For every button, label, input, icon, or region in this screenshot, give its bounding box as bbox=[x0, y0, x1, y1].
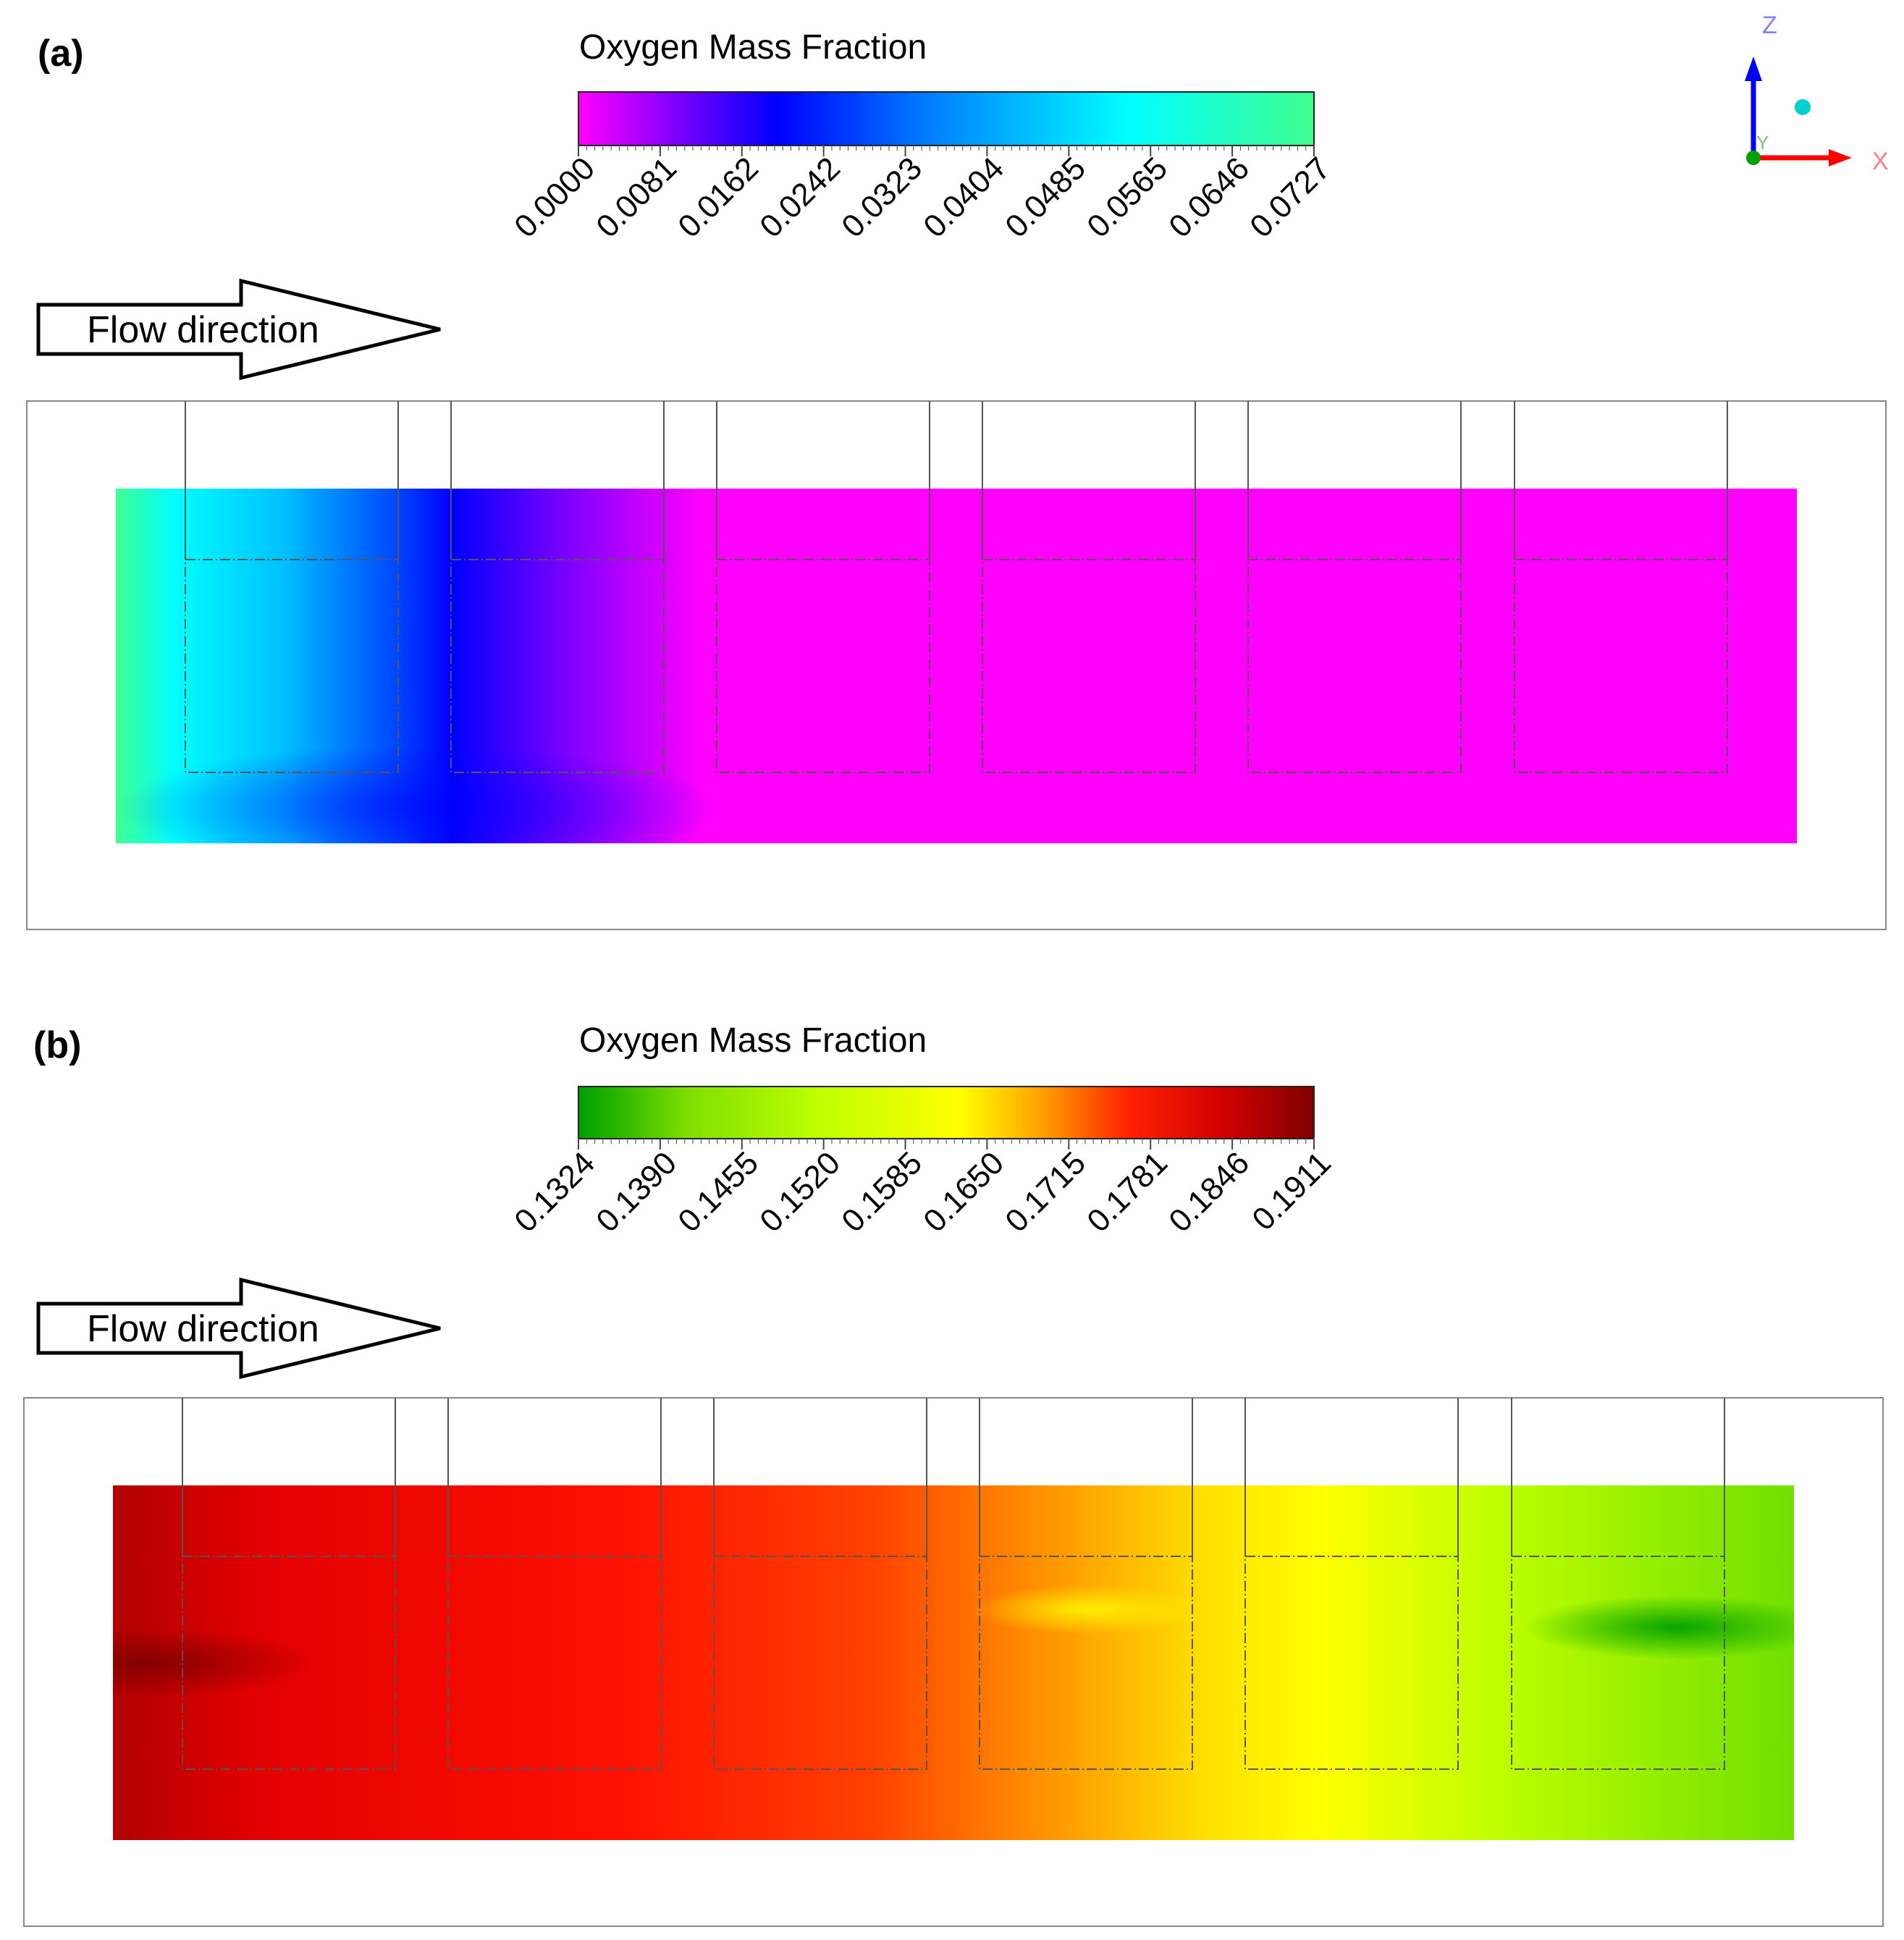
colorbar-tick-label: 0.1585 bbox=[835, 1144, 930, 1239]
cell-outline bbox=[1247, 559, 1462, 773]
cell-outline bbox=[447, 1556, 662, 1770]
axes-triad: Z X Y bbox=[1745, 12, 1889, 175]
colorbar-tick-label: 0.1911 bbox=[1245, 1144, 1338, 1238]
colorbar-tick-label: 0.1520 bbox=[753, 1144, 848, 1239]
panel-a-flow-arrow bbox=[36, 278, 441, 381]
panel-b-colorbar-ticks bbox=[578, 1138, 1315, 1150]
cell-outline bbox=[1511, 1556, 1725, 1770]
z-axis-label: Z bbox=[1762, 12, 1777, 39]
cell-outline bbox=[1514, 559, 1728, 773]
colorbar-tick-label: 0.1324 bbox=[507, 1144, 602, 1239]
panel-b-flow-label: Flow direction bbox=[87, 1308, 319, 1350]
panel-a-colorbar-ticks bbox=[578, 145, 1315, 156]
x-axis-label: X bbox=[1872, 148, 1889, 175]
panel-b-colorbar-title: Oxygen Mass Fraction bbox=[579, 1021, 927, 1060]
panel-b-colorbar bbox=[578, 1086, 1315, 1139]
cell-outline bbox=[982, 559, 1196, 773]
colorbar-tick-label: 0.0242 bbox=[753, 150, 848, 245]
colorbar-tick-label: 0.0727 bbox=[1243, 150, 1338, 245]
colorbar-tick-label: 0.1781 bbox=[1079, 1144, 1174, 1239]
cell-outline bbox=[716, 559, 930, 773]
panel-b-domain bbox=[23, 1397, 1884, 1927]
panel-a-colorbar bbox=[578, 91, 1315, 146]
colorbar-tick-label: 0.1715 bbox=[998, 1144, 1092, 1239]
colorbar-tick-label: 0.0081 bbox=[589, 150, 684, 245]
cell-outline bbox=[182, 1556, 396, 1770]
panel-b-flow-arrow bbox=[36, 1277, 441, 1380]
panel-a-domain bbox=[26, 400, 1887, 930]
colorbar-tick-label: 0.0565 bbox=[1079, 150, 1174, 245]
x-axis-arrow-icon bbox=[1829, 149, 1852, 166]
z-axis-arrow-icon bbox=[1745, 56, 1762, 81]
colorbar-tick-label: 0.0162 bbox=[671, 150, 766, 245]
colorbar-tick-label: 0.0646 bbox=[1161, 150, 1256, 245]
panel-b-outer-frame bbox=[23, 1397, 1884, 1927]
panel-b-label: (b) bbox=[33, 1024, 82, 1066]
colorbar-tick-label: 0.0000 bbox=[507, 150, 602, 245]
panel-a-outer-frame bbox=[26, 400, 1887, 930]
colorbar-tick-label: 0.0323 bbox=[835, 150, 930, 245]
y-axis-dot-icon bbox=[1746, 151, 1761, 165]
cell-outline bbox=[1244, 1556, 1459, 1770]
panel-a-colorbar-title: Oxygen Mass Fraction bbox=[579, 28, 927, 67]
colorbar-tick-label: 0.1846 bbox=[1161, 1144, 1256, 1239]
colorbar-tick-label: 0.1455 bbox=[671, 1144, 766, 1239]
cell-outline bbox=[979, 1556, 1193, 1770]
cell-outline bbox=[713, 1556, 927, 1770]
panel-a-label: (a) bbox=[38, 33, 84, 75]
colorbar-tick-label: 0.1390 bbox=[589, 1144, 684, 1239]
colorbar-tick-label: 0.1650 bbox=[917, 1144, 1011, 1239]
y-axis-label: Y bbox=[1756, 132, 1769, 153]
colorbar-tick-label: 0.0485 bbox=[998, 150, 1092, 245]
panel-a-flow-label: Flow direction bbox=[87, 309, 319, 351]
view-sphere-icon bbox=[1795, 99, 1811, 115]
cell-outline bbox=[450, 559, 665, 773]
cell-outline bbox=[185, 559, 399, 773]
colorbar-tick-label: 0.0404 bbox=[917, 150, 1011, 245]
